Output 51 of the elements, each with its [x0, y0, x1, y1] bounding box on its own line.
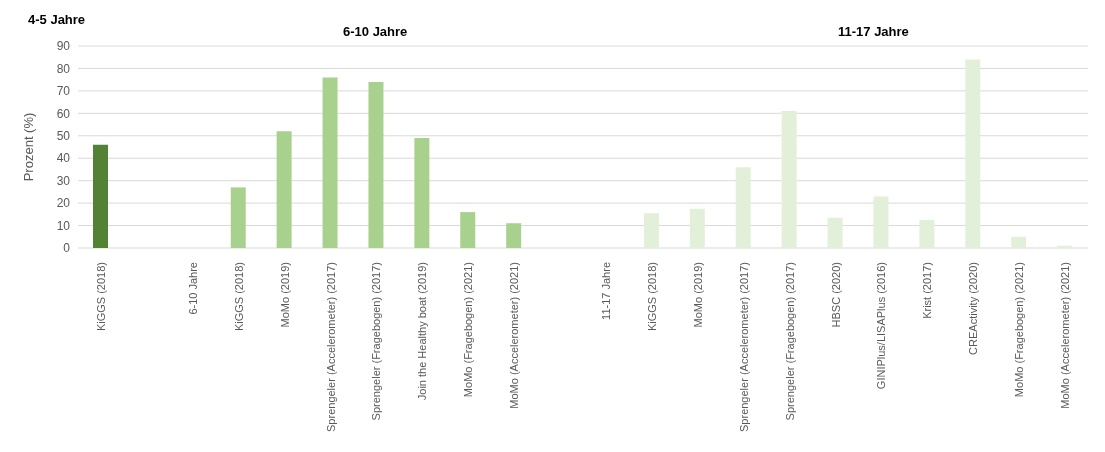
x-tick-label: KiGGS (2018) [232, 262, 245, 332]
y-tick-label: 30 [56, 173, 71, 188]
bar [827, 217, 843, 248]
x-tick-label: MoMo (Accelerometer) (2021) [508, 262, 521, 409]
x-tick-label: MoMo (Accelerometer) (2021) [1059, 262, 1072, 409]
bar [93, 144, 108, 248]
bar [689, 208, 705, 248]
x-tick-label: 11-17 Jahre [599, 262, 612, 320]
bar [873, 196, 889, 248]
bar [414, 138, 430, 248]
x-tick-label: Sprengeler (Fragebogen) (2017) [370, 262, 383, 421]
bar [1011, 236, 1027, 248]
x-tick-label: Join the Healthy boat (2019) [416, 262, 429, 401]
bar [506, 223, 522, 248]
x-tick-label: CREActivity (2020) [967, 262, 980, 355]
y-tick-label: 20 [56, 196, 71, 211]
x-tick-label: Sprengeler (Accelerometer) (2017) [324, 262, 337, 432]
x-tick-label: MoMo (2019) [278, 262, 291, 328]
x-tick-label: Sprengeler (Fragebogen) (2017) [783, 262, 796, 421]
y-tick-label: 70 [56, 84, 71, 99]
x-tick-label: HBSC (2020) [829, 262, 842, 328]
y-tick-label: 90 [56, 39, 71, 54]
x-tick-label: GINIPlus/LISAPlus (2016) [875, 262, 888, 390]
x-tick-label: MoMo (Fragebogen) (2021) [1013, 262, 1026, 398]
bar [781, 111, 797, 248]
bar [322, 77, 338, 248]
bar [230, 187, 246, 248]
bar [735, 167, 751, 248]
y-tick-label: 0 [63, 241, 71, 256]
x-tick-label: MoMo (Fragebogen) (2021) [462, 262, 475, 398]
y-tick-label: 80 [56, 61, 71, 76]
x-tick-label: Sprengeler (Accelerometer) (2017) [737, 262, 750, 432]
x-tick-label: KiGGS (2018) [94, 262, 107, 332]
text: 6-10 Jahre [343, 24, 408, 39]
bar [368, 81, 384, 248]
y-axis-title: Prozent (%) [20, 112, 36, 182]
text: 4-5 Jahre [28, 12, 86, 27]
y-tick-label: 50 [56, 129, 71, 144]
x-tick-label: Krist (2017) [921, 262, 934, 319]
bar [919, 219, 935, 248]
bar [460, 212, 476, 248]
y-tick-label: 60 [56, 106, 71, 121]
bar [643, 213, 659, 248]
x-tick-label: 6-10 Jahre [186, 262, 199, 315]
x-tick-label: KiGGS (2018) [645, 262, 658, 332]
text: 11-17 Jahre [838, 24, 909, 39]
y-tick-label: 40 [56, 151, 71, 166]
y-tick-label: 10 [56, 218, 71, 233]
bar [965, 59, 981, 248]
bar [276, 131, 292, 248]
x-tick-label: MoMo (2019) [691, 262, 704, 328]
